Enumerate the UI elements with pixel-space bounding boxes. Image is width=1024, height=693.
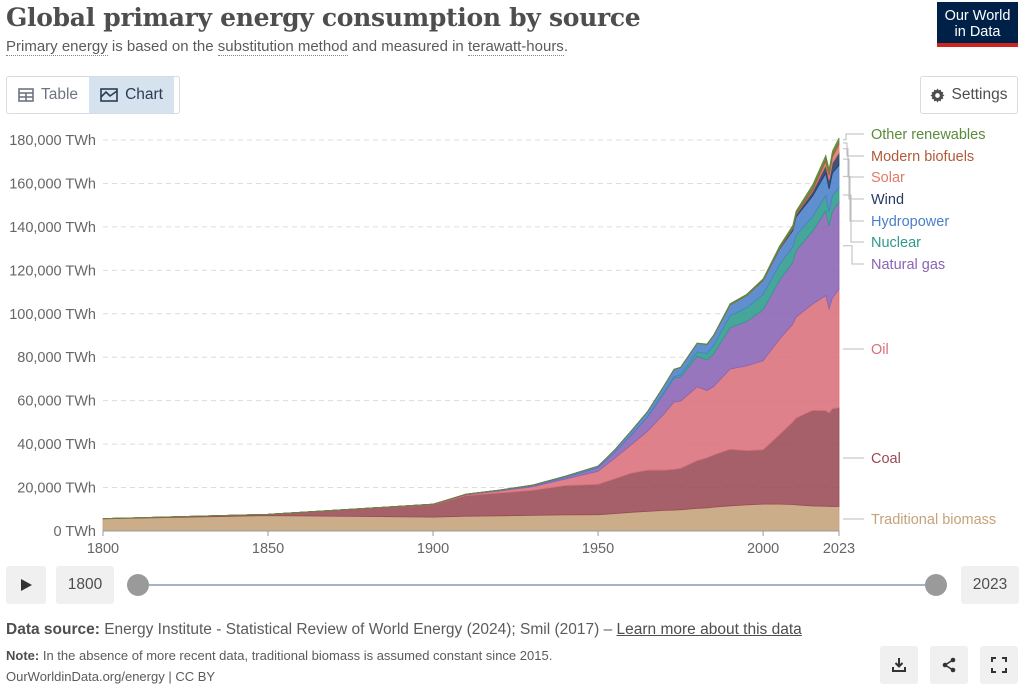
y-tick-label: 20,000 TWh	[17, 481, 96, 497]
y-tick-label: 60,000 TWh	[17, 394, 96, 410]
legend-connector	[843, 142, 864, 157]
gear-icon	[930, 87, 945, 103]
y-tick-label: 40,000 TWh	[17, 437, 96, 453]
terawatt-hours-link[interactable]: terawatt-hours	[467, 38, 564, 56]
y-tick-label: 140,000 TWh	[9, 220, 96, 236]
tab-table-label: Table	[41, 86, 79, 103]
footer-url[interactable]: OurWorldinData.org/energy | CC BY	[6, 669, 216, 684]
timeline-end-year[interactable]: 2023	[961, 566, 1019, 604]
y-tick-label: 100,000 TWh	[9, 307, 96, 323]
y-tick-label: 180,000 TWh	[9, 133, 96, 149]
source-label: Data source:	[6, 621, 100, 638]
legend-connector	[843, 158, 864, 200]
learn-more-link[interactable]: Learn more about this data	[616, 621, 802, 638]
share-button[interactable]	[930, 646, 968, 684]
data-source: Data source: Energy Institute - Statisti…	[6, 621, 802, 639]
view-toggle: Table Chart	[6, 76, 180, 114]
table-icon	[18, 88, 34, 102]
legend-connector	[843, 133, 864, 141]
legend-connector	[843, 148, 864, 178]
fullscreen-icon	[991, 657, 1007, 673]
tab-chart-label: Chart	[125, 86, 163, 103]
download-button[interactable]	[880, 646, 918, 684]
area-other-renewables[interactable]	[102, 137, 840, 519]
page-title: Global primary energy consumption by sou…	[6, 3, 641, 32]
tab-table[interactable]: Table	[7, 77, 89, 113]
fullscreen-button[interactable]	[980, 646, 1018, 684]
source-text: Energy Institute - Statistical Review of…	[104, 621, 613, 638]
share-icon	[942, 657, 956, 673]
y-tick-label: 120,000 TWh	[9, 263, 96, 279]
logo-line-2: in Data	[954, 24, 1001, 40]
series-label-natural-gas[interactable]: Natural gas	[871, 257, 945, 273]
chart-note: Note: In the absence of more recent data…	[6, 648, 552, 663]
timeline-end-handle[interactable]	[925, 574, 947, 596]
timeline-start-handle[interactable]	[127, 574, 149, 596]
subtitle-text-1: is based on the	[107, 38, 218, 55]
y-tick-label: 80,000 TWh	[17, 350, 96, 366]
energy-area-chart: 0 TWh 20,000 TWh 40,000 TWh 60,000 TWh 80,00…	[9, 127, 996, 557]
series-label-other-renewables[interactable]: Other renewables	[871, 127, 985, 143]
x-tick-label: 1800	[87, 541, 119, 557]
timeline-start-year[interactable]: 1800	[56, 566, 114, 604]
logo-line-1: Our World	[944, 8, 1011, 24]
x-tick-label: 1950	[582, 541, 614, 557]
series-label-oil[interactable]: Oil	[871, 342, 889, 358]
series-label-coal[interactable]: Coal	[871, 451, 901, 467]
note-text: In the absence of more recent data, trad…	[42, 648, 553, 663]
x-tick-label: 2023	[823, 541, 855, 557]
play-icon	[21, 579, 32, 591]
x-tick-label: 1900	[417, 541, 449, 557]
subtitle-text-3: .	[563, 38, 568, 55]
series-label-wind[interactable]: Wind	[871, 192, 904, 208]
primary-energy-link[interactable]: Primary energy	[6, 38, 108, 56]
series-label-traditional-biomass[interactable]: Traditional biomass	[871, 512, 996, 528]
series-label-modern-biofuels[interactable]: Modern biofuels	[871, 149, 974, 165]
legend-connector	[843, 245, 864, 265]
chart-icon	[100, 88, 118, 102]
series-label-nuclear[interactable]: Nuclear	[871, 235, 921, 251]
x-tick-label: 1850	[252, 541, 284, 557]
series-label-solar[interactable]: Solar	[871, 170, 905, 186]
series-label-hydropower[interactable]: Hydropower	[871, 214, 949, 230]
y-tick-label: 0 TWh	[54, 524, 96, 540]
tab-chart[interactable]: Chart	[89, 77, 174, 113]
play-button[interactable]	[6, 566, 46, 604]
subtitle-text-2: and measured in	[347, 38, 468, 55]
download-icon	[892, 658, 906, 672]
timeline-track[interactable]	[138, 584, 936, 586]
note-label: Note:	[6, 648, 40, 663]
page-subtitle: Primary energy is based on the substitut…	[6, 38, 568, 56]
legend-connector	[843, 194, 864, 243]
settings-label: Settings	[951, 86, 1008, 103]
y-tick-label: 160,000 TWh	[9, 176, 96, 192]
substitution-method-link[interactable]: substitution method	[217, 38, 348, 56]
owid-logo[interactable]: Our World in Data	[937, 2, 1018, 47]
x-tick-label: 2000	[747, 541, 779, 557]
settings-button[interactable]: Settings	[920, 76, 1018, 114]
